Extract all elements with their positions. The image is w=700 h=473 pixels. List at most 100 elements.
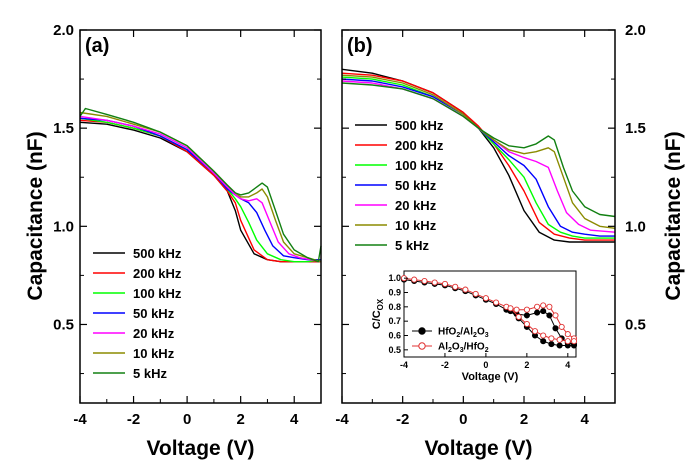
inset-x-axis-label: Voltage (V) bbox=[462, 371, 519, 383]
inset-x-tick-label: 4 bbox=[565, 360, 570, 370]
y-axis-label-right: Capacitance (nF) bbox=[662, 131, 685, 300]
x-tick-label: 2 bbox=[520, 411, 528, 428]
inset-point bbox=[431, 279, 438, 286]
inset-legend-subscript: 2 bbox=[456, 332, 460, 339]
inset-point bbox=[513, 306, 520, 313]
inset-point bbox=[421, 277, 428, 285]
inset-y-axis-label-sub: OX bbox=[376, 298, 385, 310]
inset-y-axis-label-main: C/C bbox=[371, 310, 383, 329]
x-tick-label: 4 bbox=[580, 411, 589, 428]
series-line-500-khz bbox=[341, 68, 615, 243]
inset-point bbox=[452, 283, 459, 290]
series-line-100-khz bbox=[341, 76, 615, 239]
inset-legend-text: /Al bbox=[460, 327, 473, 338]
inset-point bbox=[411, 276, 418, 283]
series-line-20-khz bbox=[79, 115, 322, 263]
inset-point bbox=[564, 331, 571, 338]
inset-point bbox=[507, 305, 514, 312]
inset-x-tick-label: -2 bbox=[441, 360, 449, 370]
inset-point bbox=[441, 280, 449, 287]
inset-y-tick-label: 0.7 bbox=[388, 316, 401, 326]
inset-point bbox=[558, 323, 565, 330]
legend-label: 200 kHz bbox=[395, 138, 444, 153]
y-tick-label: 0.5 bbox=[625, 316, 646, 333]
inset-legend-marker bbox=[418, 342, 426, 350]
inset-legend-marker bbox=[418, 327, 426, 335]
inset-point bbox=[546, 312, 553, 319]
x-tick-label: 0 bbox=[183, 411, 191, 428]
plot-frame bbox=[79, 29, 322, 404]
inset-point bbox=[493, 299, 500, 306]
legend-label: 500 kHz bbox=[395, 118, 444, 133]
inset-point bbox=[548, 341, 555, 348]
inset-legend-text: O bbox=[452, 342, 460, 353]
legend-label: 200 kHz bbox=[133, 266, 182, 281]
inset-point bbox=[472, 290, 479, 297]
series-line-500-khz bbox=[79, 121, 321, 263]
inset-x-tick-label: 0 bbox=[483, 360, 488, 370]
inset-legend-text: Al bbox=[438, 342, 448, 353]
inset-legend-text: HfO bbox=[438, 327, 457, 338]
y-tick-label: 2.0 bbox=[625, 22, 646, 39]
inset-legend-text: O bbox=[477, 327, 485, 338]
y-tick-label: 1.5 bbox=[53, 120, 74, 137]
x-tick-label: 0 bbox=[459, 411, 467, 428]
inset-point bbox=[534, 309, 541, 316]
inset-point bbox=[564, 338, 571, 345]
legend-label: 10 kHz bbox=[395, 218, 437, 233]
x-tick-label: -2 bbox=[127, 411, 140, 428]
inset-point bbox=[540, 332, 547, 339]
inset-point bbox=[556, 342, 563, 349]
series-line-100-khz bbox=[79, 117, 322, 263]
panel-a: -4 -2 0 2 4 0.5 1.0 1.5 2.0 (a) Voltage (V) 500 kHz… bbox=[53, 22, 322, 460]
inset-y-tick-label: 1.0 bbox=[388, 273, 401, 283]
inset-legend-label: HfO2/Al2O3 bbox=[438, 327, 489, 340]
panel-label: (b) bbox=[347, 35, 373, 57]
inset-point bbox=[540, 302, 547, 309]
legend-label: 100 kHz bbox=[395, 158, 444, 173]
inset-point bbox=[462, 286, 469, 293]
inset-point bbox=[570, 338, 578, 345]
inset-point bbox=[482, 295, 489, 302]
inset-point bbox=[534, 303, 541, 310]
series-line-50-khz bbox=[341, 78, 615, 237]
x-axis-label: Voltage (V) bbox=[424, 437, 532, 460]
legend: 500 kHz 200 kHz 100 kHz 50 kHz 20 kHz 10 kHz 5… bbox=[355, 118, 444, 253]
x-tick-label: 2 bbox=[236, 411, 244, 428]
inset-point bbox=[556, 336, 563, 343]
y-axis-label-left: Capacitance (nF) bbox=[24, 131, 47, 300]
inset-point bbox=[548, 335, 555, 342]
inset-point bbox=[531, 328, 539, 335]
legend: 500 kHz 200 kHz 100 kHz 50 kHz 20 kHz 10 kHz 5… bbox=[93, 246, 182, 381]
panel-label: (a) bbox=[85, 35, 109, 57]
inset-y-tick-label: 0.8 bbox=[388, 302, 401, 312]
legend-label: 5 kHz bbox=[395, 238, 429, 253]
y-tick-label: 1.0 bbox=[625, 218, 646, 235]
legend-label: 100 kHz bbox=[133, 286, 182, 301]
inset-point bbox=[523, 306, 530, 313]
y-tick-label: 1.5 bbox=[625, 120, 646, 137]
inset-legend-subscript: 3 bbox=[485, 332, 489, 339]
series-line-5-khz bbox=[79, 107, 322, 263]
x-tick-label: -2 bbox=[396, 411, 409, 428]
x-tick-label: -4 bbox=[335, 411, 349, 428]
x-tick-label: 4 bbox=[290, 411, 299, 428]
inset-legend-label: Al2O3/HfO2 bbox=[438, 342, 489, 355]
y-tick-label: 1.0 bbox=[53, 218, 74, 235]
series-line-10-khz bbox=[341, 74, 616, 229]
panel-b: -4 -2 0 2 4 0.5 1.0 1.5 2.0 (b) Voltage (V) 500 kHz… bbox=[335, 22, 646, 460]
y-tick-label: 2.0 bbox=[53, 22, 74, 39]
series-line-10-khz bbox=[79, 111, 322, 263]
inset-point bbox=[523, 320, 530, 328]
plot-frame bbox=[341, 29, 616, 404]
legend-label: 20 kHz bbox=[395, 198, 437, 213]
inset-legend-subscript: 3 bbox=[460, 347, 464, 354]
legend-label: 50 kHz bbox=[133, 306, 175, 321]
inset-y-axis-label: C/COX bbox=[371, 298, 385, 329]
inset-point bbox=[515, 313, 522, 320]
inset-y-tick-label: 0.9 bbox=[388, 288, 401, 298]
inset-legend-subscript: 2 bbox=[448, 347, 452, 354]
